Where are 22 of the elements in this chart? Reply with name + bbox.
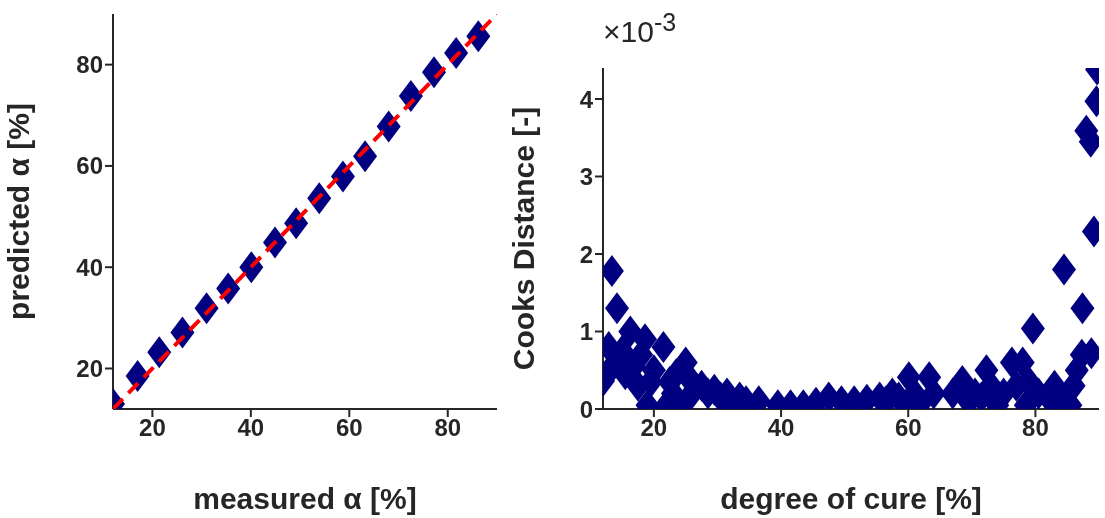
y-tick-label: 20 [76, 355, 103, 383]
y-tick-label: 80 [76, 51, 103, 79]
y-tick-label: 2 [579, 240, 593, 268]
text: ×10$^{-3}$ [603, 8, 677, 49]
x-tick-label: 80 [434, 414, 462, 442]
x-tick-label: 40 [237, 414, 265, 442]
y-axis-title: predicted α [%] [1, 103, 35, 320]
x-tick-label: 60 [894, 414, 922, 442]
x-axis-title: degree of cure [%] [720, 482, 982, 515]
y-tick-label: 4 [579, 85, 594, 113]
y-axis-title: Cooks Distance [-] [506, 106, 540, 371]
y-tick-label: 1 [579, 318, 593, 346]
x-tick-label: 20 [139, 414, 166, 442]
y-tick-label: 0 [579, 395, 593, 423]
y-tick-label: 40 [76, 253, 103, 281]
x-tick-label: 20 [640, 414, 668, 442]
y-tick-label: 60 [76, 152, 103, 180]
y-tick-label: 3 [579, 163, 593, 191]
x-tick-label: 80 [1022, 414, 1049, 442]
x-tick-label: 40 [767, 414, 795, 442]
x-axis-title: measured α [%] [193, 482, 417, 515]
x-tick-label: 60 [335, 414, 363, 442]
